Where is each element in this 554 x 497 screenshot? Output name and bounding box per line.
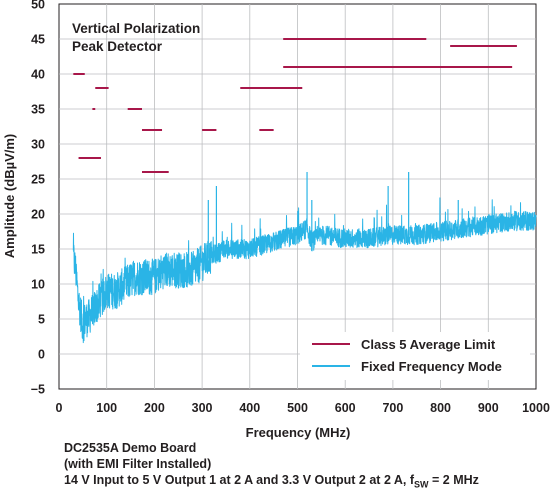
y-tick-label: 15 [31,243,45,257]
x-tick-label: 0 [56,401,63,415]
legend-background [300,332,530,380]
legend-label-limit: Class 5 Average Limit [361,337,496,352]
limit-lines [73,38,517,173]
y-tick-label: 50 [31,0,45,12]
conditions-note: 14 V Input to 5 V Output 1 at 2 A and 3.… [64,472,479,493]
emission-trace-line [72,197,537,344]
x-axis-title: Frequency (MHz) [246,425,351,440]
x-tick-label: 800 [430,401,451,415]
x-tick-label: 200 [144,401,165,415]
y-tick-label: 0 [38,348,45,362]
x-tick-label: 700 [382,401,403,415]
board-name: DC2535A Demo Board [64,441,197,455]
y-tick-label: 25 [31,173,45,187]
y-axis-title: Amplitude (dBµV/m) [2,134,17,258]
emission-trace [72,172,537,344]
x-tick-label: 400 [239,401,260,415]
y-tick-label: 35 [31,103,45,117]
emi-chart: −5 0 5 10 15 20 25 30 35 40 45 50 0 100 200 300 400 500 6… [2,0,550,440]
y-tick-label: 20 [31,208,45,222]
y-tick-label: 10 [31,278,45,292]
y-tick-label: 40 [31,68,45,82]
y-tick-label: −5 [31,383,45,397]
x-tick-label: 600 [335,401,356,415]
legend-label-emission: Fixed Frequency Mode [361,359,502,374]
x-tick-label: 900 [478,401,499,415]
annotation-line-2: Peak Detector [72,39,163,54]
y-tick-label: 30 [31,138,45,152]
annotation-line-1: Vertical Polarization [72,21,200,36]
conditions-tail: = 2 MHz [428,473,479,487]
x-tick-label: 500 [287,401,308,415]
x-tick-labels: 0 100 200 300 400 500 600 700 800 900 1000 [56,401,550,415]
y-tick-labels: −5 0 5 10 15 20 25 30 35 40 45 50 [31,0,45,397]
conditions-text: 14 V Input to 5 V Output 1 at 2 A and 3.… [64,473,415,487]
conditions-subscript: SW [414,479,429,490]
y-tick-label: 45 [31,33,45,47]
filter-note: (with EMI Filter Installed) [64,457,212,471]
y-tick-label: 5 [38,313,45,327]
x-tick-label: 100 [96,401,117,415]
x-tick-label: 1000 [522,401,550,415]
x-tick-label: 300 [192,401,213,415]
legend: Class 5 Average Limit Fixed Frequency Mo… [300,332,530,380]
